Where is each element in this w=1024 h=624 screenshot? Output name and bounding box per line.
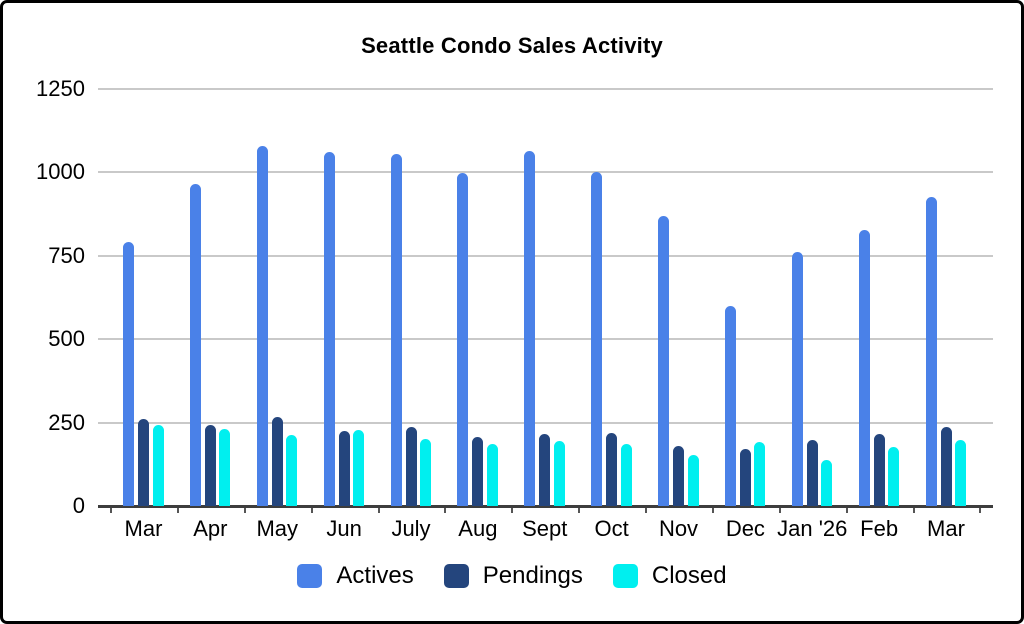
gridline	[98, 88, 993, 90]
bar-closed-jan26	[821, 460, 833, 506]
bar-actives-jan26	[791, 252, 803, 506]
x-axis-tick	[377, 508, 380, 513]
bar-pendings-jun	[338, 431, 350, 506]
bar-actives-dec	[724, 305, 736, 506]
bar-pendings-feb	[873, 433, 885, 506]
bar-closed-aug	[486, 443, 498, 506]
bar-actives-july	[390, 154, 402, 506]
bar-pendings-mar	[138, 418, 149, 506]
bar-pendings-mar	[940, 427, 952, 506]
bar-closed-may	[286, 434, 298, 506]
actives-swatch-icon	[297, 564, 323, 588]
bar-actives-oct	[591, 172, 603, 506]
bar-pendings-apr	[204, 424, 216, 506]
bar-actives-feb	[858, 229, 870, 506]
bar-closed-july	[420, 438, 431, 506]
gridline	[98, 338, 993, 341]
bar-actives-aug	[457, 173, 469, 506]
x-axis-label: Apr	[193, 516, 228, 541]
x-axis-tick	[511, 508, 514, 513]
x-axis-tick	[845, 508, 848, 513]
bar-actives-jun	[323, 152, 335, 506]
bar-closed-nov	[687, 454, 699, 506]
bar-closed-mar	[955, 439, 966, 506]
x-axis-label: May	[256, 516, 299, 541]
legend: Actives Pendings Closed	[3, 562, 1021, 590]
x-axis-line	[98, 505, 993, 508]
bar-actives-nov	[658, 215, 669, 506]
bar-closed-apr	[219, 428, 231, 506]
pendings-swatch-icon	[443, 564, 469, 588]
x-axis-tick	[578, 508, 581, 513]
gridline	[98, 421, 993, 424]
bar-closed-jun	[353, 430, 365, 506]
x-axis-tick	[310, 508, 313, 513]
bar-closed-oct	[620, 443, 632, 506]
x-axis-label: July	[391, 516, 431, 541]
bar-closed-mar	[152, 424, 164, 506]
x-axis-tick	[110, 508, 113, 513]
bar-actives-sept	[524, 150, 536, 506]
bar-actives-mar	[123, 242, 134, 506]
x-axis-tick	[778, 508, 781, 513]
bar-pendings-jan26	[806, 439, 818, 506]
bar-pendings-nov	[673, 446, 684, 506]
x-axis-label: Mar	[927, 516, 965, 541]
x-axis-tick	[711, 508, 714, 513]
legend-label-actives: Actives	[336, 562, 414, 589]
x-axis-label: Feb	[860, 516, 899, 541]
x-axis-label: Aug	[458, 516, 498, 541]
legend-item-actives: Actives	[297, 562, 414, 590]
x-axis-tick	[979, 508, 982, 513]
bar-pendings-july	[405, 427, 417, 506]
y-tick-label: 1250	[36, 76, 85, 101]
x-axis-label: Dec	[725, 516, 765, 541]
bar-pendings-oct	[606, 432, 618, 506]
bar-actives-mar	[925, 197, 937, 506]
x-axis-label: Oct	[594, 516, 629, 541]
y-tick-label: 500	[48, 326, 85, 352]
legend-label-pendings: Pendings	[482, 562, 583, 589]
gridline	[98, 171, 993, 174]
legend-item-closed: Closed	[612, 562, 727, 590]
legend-item-pendings: Pendings	[443, 562, 583, 590]
chart-title: Seattle Condo Sales Activity	[361, 33, 663, 58]
x-axis-tick	[243, 508, 246, 513]
bar-pendings-aug	[472, 437, 484, 506]
bar-actives-may	[256, 146, 268, 506]
bar-pendings-may	[271, 416, 283, 506]
gridline	[98, 254, 993, 257]
bar-closed-feb	[888, 447, 900, 506]
bar-pendings-sept	[539, 433, 551, 506]
x-axis-tick	[176, 508, 179, 513]
bar-actives-apr	[189, 184, 201, 506]
closed-swatch-icon	[612, 564, 638, 588]
y-tick-label: 1000	[36, 159, 85, 185]
x-axis-tick	[645, 508, 648, 513]
bar-closed-sept	[553, 441, 565, 506]
x-axis-label: Nov	[658, 516, 699, 541]
x-axis-tick	[444, 508, 447, 513]
y-tick-label: 0	[72, 493, 85, 518]
x-axis-tick	[912, 508, 915, 513]
legend-label-closed: Closed	[651, 562, 727, 589]
y-tick-label: 250	[48, 409, 85, 435]
bar-pendings-dec	[739, 448, 751, 506]
y-tick-label: 750	[48, 242, 85, 268]
x-axis-label: Sept	[522, 516, 568, 541]
bar-closed-dec	[754, 441, 766, 506]
x-axis-label: Jan '26	[777, 516, 848, 541]
x-axis-label: Mar	[124, 516, 163, 541]
x-axis-label: Jun	[326, 516, 362, 541]
